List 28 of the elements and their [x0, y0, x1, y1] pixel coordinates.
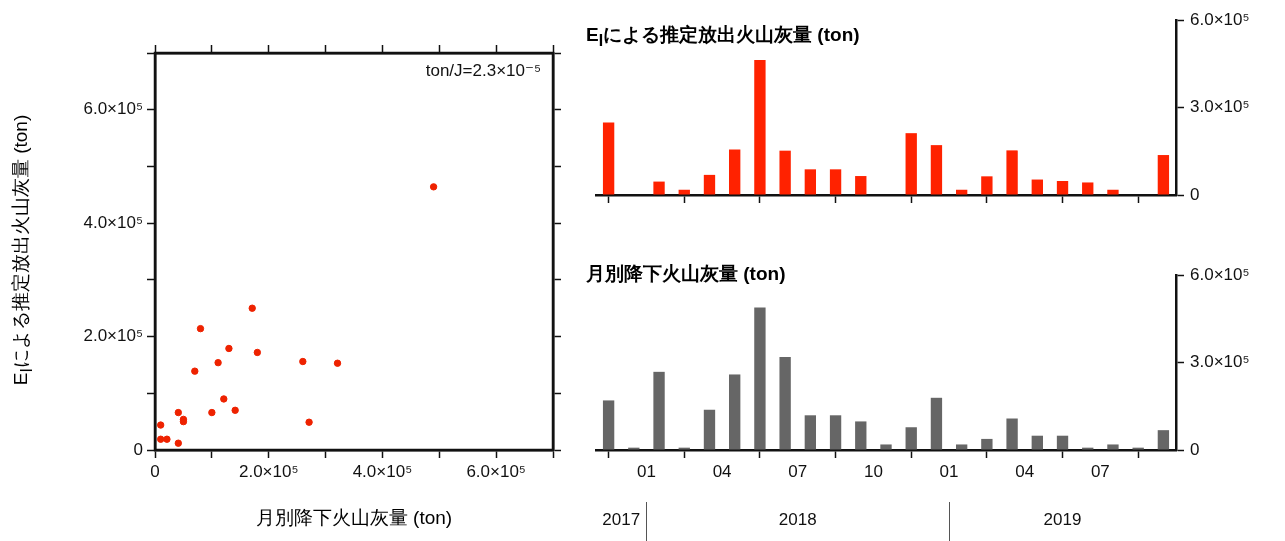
x-tick-label: 07 [788, 461, 808, 481]
x-axis-title: 月別降下火山灰量 (ton) [254, 506, 454, 530]
chart-title: 月別降下火山灰量 (ton) [586, 262, 786, 286]
y-tick-label: 0 [1190, 439, 1200, 459]
annotation: ton/J=2.3×10⁻⁵ [425, 61, 541, 81]
x-tick-label: 01 [636, 461, 656, 481]
text: 2017 [602, 509, 641, 529]
chart-title: E$_{I}$による推定放出火山灰量 (ton) [586, 23, 860, 50]
x-tick-label: 6.0×10⁵ [466, 461, 526, 481]
x-tick-label: 07 [1090, 461, 1110, 481]
x-tick-label: 0 [150, 461, 160, 481]
text: 2019 [1043, 509, 1082, 529]
y-tick-label: 6.0×10⁵ [1190, 264, 1250, 284]
x-tick-label: 4.0×10⁵ [352, 461, 413, 481]
y-tick-label: 0 [1190, 184, 1200, 204]
x-tick-label: 04 [1015, 461, 1035, 481]
text: 2018 [778, 509, 817, 529]
y-tick-label: 3.0×10⁵ [1190, 352, 1250, 372]
x-tick-label: 10 [863, 461, 883, 481]
y-tick-label: 4.0×10⁵ [83, 212, 143, 232]
x-tick-label: 01 [939, 461, 959, 481]
y-tick-label: 6.0×10⁵ [1190, 9, 1250, 29]
x-tick-label: 2.0×10⁵ [238, 461, 299, 481]
y-tick-label: 2.0×10⁵ [83, 326, 143, 346]
y-tick-label: 3.0×10⁵ [1190, 97, 1250, 117]
y-tick-label: 6.0×10⁵ [83, 99, 143, 119]
x-tick-label: 04 [712, 461, 732, 481]
y-tick-label: 0 [133, 439, 143, 459]
